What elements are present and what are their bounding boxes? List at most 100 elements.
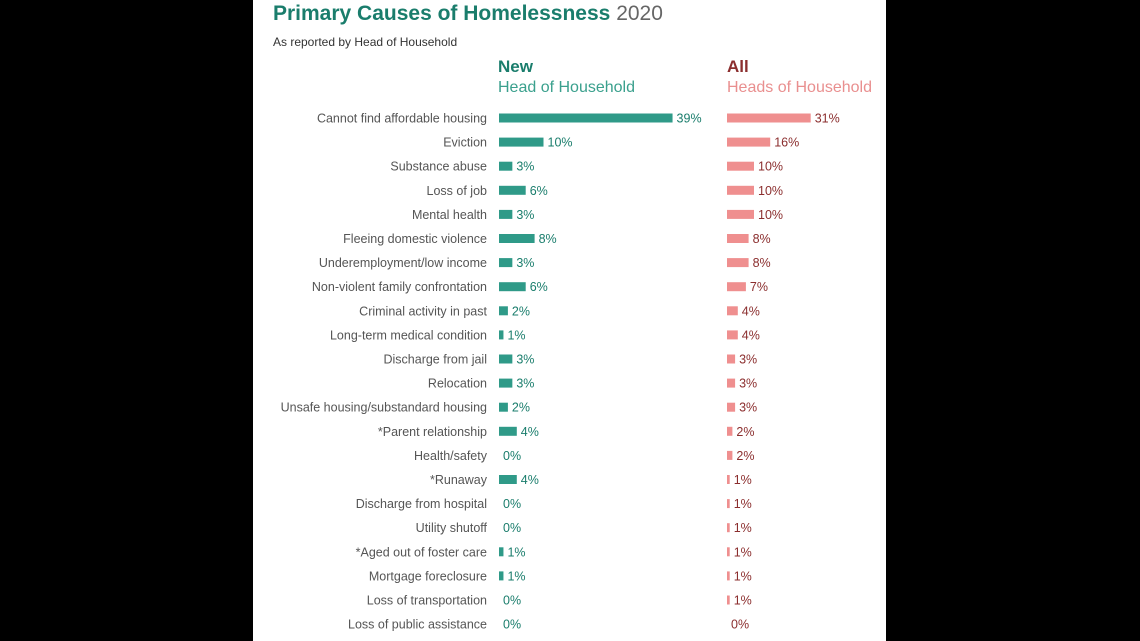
category-label: Relocation [428, 377, 487, 391]
new-value-label: 8% [539, 232, 557, 246]
new-value-label: 3% [516, 377, 534, 391]
new-bar [499, 378, 513, 388]
all-value-label: 0% [731, 618, 749, 632]
all-value-label: 2% [736, 425, 754, 439]
new-value-label: 3% [516, 208, 534, 222]
new-value-label: 2% [512, 401, 530, 415]
new-bar [499, 282, 526, 292]
all-value-label: 8% [753, 232, 771, 246]
all-bar [727, 306, 738, 316]
new-bar [499, 185, 526, 195]
all-bar [727, 354, 736, 364]
new-header-line2: Head of Household [498, 79, 635, 96]
new-bar [499, 547, 504, 557]
all-bar [727, 402, 736, 412]
all-bar [727, 161, 754, 171]
all-value-label: 1% [734, 594, 752, 608]
new-value-label: 1% [507, 569, 525, 583]
category-label: Utility shutoff [416, 521, 488, 535]
new-value-label: 0% [503, 618, 521, 632]
new-bar [499, 402, 508, 412]
new-value-label: 6% [530, 280, 548, 294]
all-bar [727, 282, 746, 292]
category-label: Cannot find affordable housing [317, 112, 487, 126]
all-bar [727, 378, 736, 388]
all-value-label: 3% [739, 401, 757, 415]
all-bar [727, 113, 811, 123]
all-bar [727, 450, 733, 460]
all-value-label: 1% [734, 497, 752, 511]
all-value-label: 2% [736, 449, 754, 463]
new-value-label: 1% [507, 545, 525, 559]
new-bar [499, 306, 508, 316]
all-households-header: All Heads of Household [727, 57, 872, 99]
title-year: 2020 [616, 2, 663, 25]
all-value-label: 4% [742, 304, 760, 318]
new-value-label: 4% [521, 425, 539, 439]
all-value-label: 7% [750, 280, 768, 294]
new-value-label: 1% [507, 328, 525, 342]
all-value-label: 1% [734, 473, 752, 487]
category-label: Loss of public assistance [348, 618, 487, 632]
new-bar [499, 209, 513, 219]
category-label: *Aged out of foster care [356, 545, 487, 559]
all-value-label: 3% [739, 377, 757, 391]
category-label: Criminal activity in past [359, 304, 487, 318]
new-bar [499, 137, 544, 147]
all-header-line2: Heads of Household [727, 79, 872, 96]
all-bar [727, 523, 730, 533]
new-bar [499, 354, 513, 364]
all-bar [727, 330, 738, 340]
all-bar [727, 258, 749, 268]
chart-panel: Primary Causes of Homelessness 2020 As r… [253, 0, 886, 641]
new-bar [499, 161, 513, 171]
category-label: Discharge from jail [383, 353, 487, 367]
new-value-label: 3% [516, 353, 534, 367]
all-value-label: 4% [742, 328, 760, 342]
new-value-label: 0% [503, 521, 521, 535]
all-bar [727, 595, 730, 605]
all-value-label: 10% [758, 184, 783, 198]
new-bar [499, 330, 504, 340]
category-label: Non-violent family confrontation [312, 280, 487, 294]
new-value-label: 4% [521, 473, 539, 487]
all-value-label: 10% [758, 208, 783, 222]
category-label: Mortgage foreclosure [369, 569, 487, 583]
category-label: Eviction [443, 136, 487, 150]
all-bar [727, 475, 730, 484]
all-bar [727, 547, 730, 557]
category-label: *Runaway [430, 473, 488, 487]
category-label: Unsafe housing/substandard housing [281, 401, 487, 415]
new-bar [499, 426, 517, 436]
all-value-label: 10% [758, 160, 783, 174]
new-bar [499, 234, 535, 243]
new-value-label: 0% [503, 449, 521, 463]
new-value-label: 10% [548, 136, 573, 150]
chart-subtitle: As reported by Head of Household [273, 35, 458, 49]
new-bar [499, 113, 673, 123]
new-value-label: 2% [512, 304, 530, 318]
category-label: Fleeing domestic violence [343, 232, 487, 246]
title-main: Primary Causes of Homelessness [273, 2, 611, 25]
all-bar [727, 571, 730, 581]
all-bar [727, 499, 730, 509]
new-value-label: 39% [677, 112, 702, 126]
category-label: Loss of transportation [367, 594, 487, 608]
category-label: Loss of job [427, 184, 488, 198]
chart-title: Primary Causes of Homelessness 2020 [273, 2, 663, 26]
category-label: Mental health [412, 208, 487, 222]
all-bar [727, 137, 771, 147]
new-bar [499, 571, 504, 581]
new-bar [499, 475, 517, 484]
category-label: Underemployment/low income [319, 256, 487, 270]
all-value-label: 8% [753, 256, 771, 270]
all-value-label: 1% [734, 521, 752, 535]
all-header-line1: All [727, 57, 749, 76]
all-bar [727, 185, 754, 195]
all-value-label: 1% [734, 545, 752, 559]
all-value-label: 3% [739, 353, 757, 367]
new-value-label: 6% [530, 184, 548, 198]
category-label: Discharge from hospital [356, 497, 487, 511]
new-household-header: New Head of Household [498, 57, 635, 99]
new-header-line1: New [498, 57, 533, 76]
